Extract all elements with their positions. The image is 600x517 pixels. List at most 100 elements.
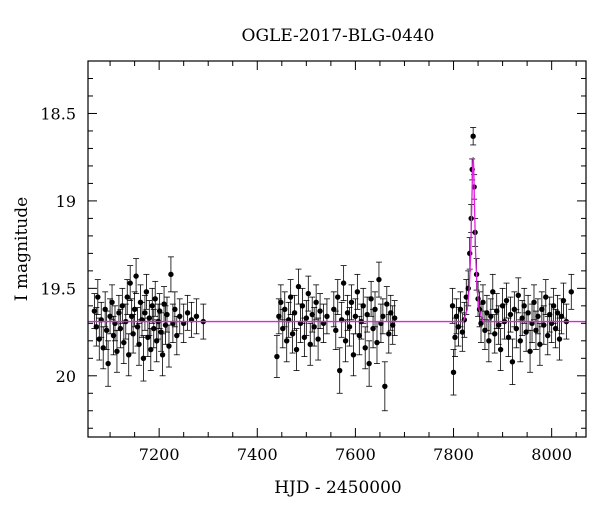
data-point <box>478 320 484 327</box>
data-point <box>148 346 154 353</box>
data-point <box>156 308 163 314</box>
x-tick-label: 7200 <box>139 445 180 464</box>
data-point <box>362 345 368 351</box>
data-point <box>453 313 460 320</box>
data-point <box>513 325 520 332</box>
data-point <box>463 294 469 300</box>
data-point <box>315 336 321 342</box>
plot-frame <box>87 60 587 438</box>
data-point <box>134 324 141 330</box>
data-point <box>360 303 366 309</box>
data-point <box>331 306 337 313</box>
data-point <box>550 303 557 309</box>
data-point <box>457 306 464 313</box>
data-point <box>494 308 500 314</box>
data-point <box>143 289 150 295</box>
y-tick-label: 18.5 <box>40 104 76 123</box>
data-point <box>354 289 361 295</box>
data-point <box>535 313 541 320</box>
data-point <box>455 324 462 330</box>
data-point <box>116 310 122 316</box>
data-point <box>336 367 343 374</box>
data-point <box>388 310 394 316</box>
data-point <box>380 313 386 320</box>
data-point <box>96 336 102 342</box>
data-point <box>492 331 498 337</box>
data-point <box>303 315 310 321</box>
data-point <box>102 306 108 313</box>
data-point <box>280 325 286 332</box>
data-point <box>299 303 306 309</box>
data-point <box>145 334 151 341</box>
x-tick-label: 8000 <box>531 445 572 464</box>
data-point <box>391 315 398 321</box>
data-point <box>311 324 317 330</box>
data-point <box>152 296 158 302</box>
data-point <box>301 334 308 341</box>
data-point <box>137 299 144 306</box>
data-point <box>333 327 339 334</box>
data-point <box>539 306 545 313</box>
data-point <box>348 299 355 306</box>
data-point <box>317 308 323 314</box>
x-axis-label: HJD - 2450000 <box>274 478 402 498</box>
data-point <box>560 297 567 304</box>
data-point <box>558 313 565 320</box>
y-tick-label: 20 <box>56 367 76 386</box>
data-point <box>159 352 166 358</box>
data-point <box>335 294 341 300</box>
data-point <box>384 301 390 307</box>
data-point <box>140 355 147 362</box>
data-point <box>382 383 388 389</box>
data-point <box>342 338 349 344</box>
data-point <box>515 292 521 299</box>
data-point <box>128 313 135 320</box>
data-point <box>309 311 315 318</box>
data-point <box>109 299 115 306</box>
data-point <box>470 133 476 139</box>
data-point <box>114 348 120 355</box>
data-point <box>127 280 133 286</box>
data-point <box>344 310 351 316</box>
data-point <box>340 280 347 286</box>
data-point <box>497 346 504 353</box>
data-point <box>136 341 142 348</box>
data-point <box>545 332 551 339</box>
data-point <box>505 334 512 341</box>
data-point <box>91 308 98 314</box>
data-point <box>133 273 139 279</box>
data-point <box>305 290 311 297</box>
data-point <box>541 322 547 328</box>
data-point <box>480 299 486 306</box>
data-point <box>537 341 543 348</box>
data-point <box>533 327 539 334</box>
data-point <box>274 353 280 360</box>
data-point <box>450 369 457 375</box>
data-point <box>386 331 392 337</box>
data-point <box>313 299 319 306</box>
x-tick-labels: 7200 7400 7600 7800 8000 <box>139 445 572 464</box>
data-point <box>543 294 549 300</box>
data-point <box>324 313 330 320</box>
data-point <box>174 332 180 339</box>
data-point <box>168 271 174 278</box>
data-point <box>172 306 178 313</box>
data-point <box>488 313 494 320</box>
data-point <box>184 310 191 316</box>
data-point <box>490 289 496 295</box>
x-tick-label: 7600 <box>335 445 376 464</box>
data-point <box>276 313 282 320</box>
data-point <box>467 250 473 257</box>
data-point <box>346 324 353 330</box>
data-point <box>121 339 127 346</box>
data-point <box>295 283 302 290</box>
model-curve <box>88 157 586 323</box>
data-point <box>364 311 370 318</box>
data-point <box>153 338 160 344</box>
data-point <box>486 338 492 344</box>
data-point <box>162 322 169 328</box>
data-point <box>110 332 117 339</box>
data-point <box>164 311 170 318</box>
data-point <box>509 359 516 365</box>
